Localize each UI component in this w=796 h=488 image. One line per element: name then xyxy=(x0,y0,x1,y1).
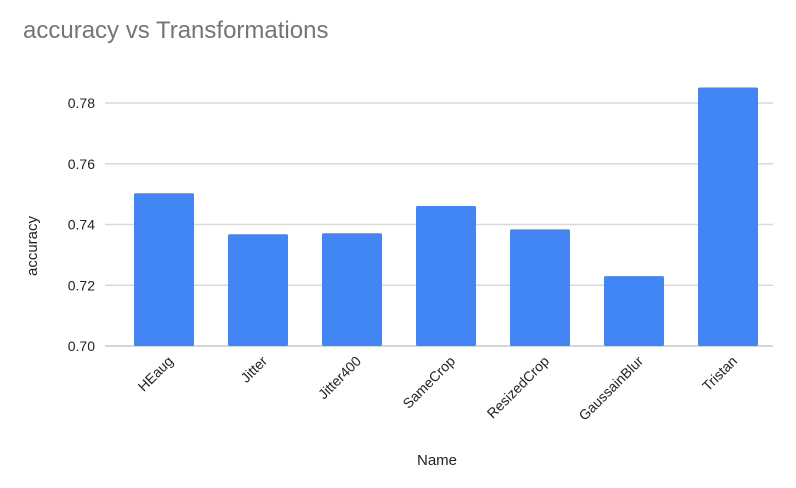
chart-title: accuracy vs Transformations xyxy=(23,17,329,44)
bar-jitter400 xyxy=(322,233,382,346)
x-tick-label: Jitter xyxy=(237,353,270,386)
x-tick-label: GaussainBlur xyxy=(575,353,646,424)
bar-samecrop xyxy=(416,205,476,346)
x-tick-label: ResizedCrop xyxy=(484,353,553,422)
x-tick-label: SameCrop xyxy=(399,353,458,412)
y-axis-label: accuracy xyxy=(24,215,41,276)
bar-resizedcrop xyxy=(510,229,570,346)
y-tick-label: 0.72 xyxy=(68,277,95,293)
x-axis-label: Name xyxy=(417,452,457,469)
bar-tristan xyxy=(698,87,758,346)
x-tick-label: HEaug xyxy=(135,353,177,395)
x-tick-label: Tristan xyxy=(699,353,740,394)
y-tick-label: 0.78 xyxy=(68,95,95,111)
bar-jitter xyxy=(228,234,288,346)
bar-gaussainblur xyxy=(604,276,664,346)
bars xyxy=(134,87,758,346)
y-tick-label: 0.76 xyxy=(68,156,95,172)
y-tick-label: 0.74 xyxy=(68,217,95,233)
bar-heaug xyxy=(134,193,194,346)
y-tick-label: 0.70 xyxy=(68,338,95,354)
x-tick-label: Jitter400 xyxy=(315,353,364,402)
